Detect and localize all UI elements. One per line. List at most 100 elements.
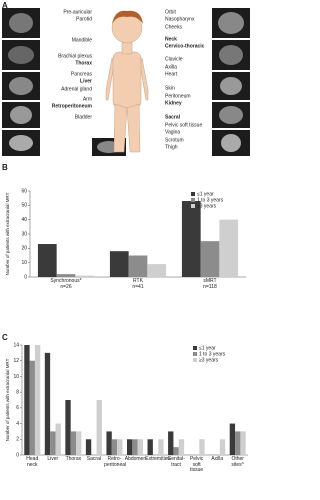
x-tick-label: Pelvic soft tissue xyxy=(189,456,204,473)
x-tick-label: Abdomen xyxy=(124,456,147,462)
bar xyxy=(147,439,153,455)
bar xyxy=(50,431,56,455)
x-tick-label: Liver xyxy=(47,456,59,462)
organ-label: Vagina xyxy=(165,129,180,135)
organ-label: Retroperitoneum xyxy=(52,103,93,109)
mri-images xyxy=(2,8,250,156)
y-tick-label: 40 xyxy=(21,217,27,223)
y-tick-label: 8 xyxy=(16,389,19,395)
legend-label: ≥3 years xyxy=(197,203,217,209)
legend-label: 1 to 3 years xyxy=(197,197,224,203)
bar xyxy=(55,423,61,455)
organ-label: Axilla xyxy=(165,64,177,70)
bar xyxy=(200,241,220,277)
panel-label: A xyxy=(2,1,8,10)
x-tick-label: Other sites^ xyxy=(231,456,245,468)
organ-label: Parotid xyxy=(76,16,92,22)
organ-label: Clavicle xyxy=(165,56,183,62)
bar xyxy=(37,244,57,277)
bar xyxy=(106,431,112,455)
bar xyxy=(109,251,129,277)
y-tick-label: 10 xyxy=(13,374,19,380)
organ-label: Orbit xyxy=(165,9,176,15)
x-tick-label: n=118 xyxy=(203,284,217,290)
organ-label: Thigh xyxy=(165,144,178,150)
x-tick-label: sMRT xyxy=(203,278,217,284)
bar xyxy=(85,439,92,455)
organ-label: Bladder xyxy=(75,114,93,120)
legend-swatch xyxy=(191,198,195,202)
organ-label: Scrotum xyxy=(165,137,184,143)
organ-label: Arm xyxy=(83,96,92,102)
organ-label: Cheeks xyxy=(165,24,182,30)
organ-label: Sacral xyxy=(165,114,181,120)
bar xyxy=(117,439,123,455)
x-tick-label: Retro-peritoneal xyxy=(104,456,127,468)
y-tick-label: 6 xyxy=(16,405,19,411)
organ-label: Liver xyxy=(80,78,92,84)
organ-label: Adrenal gland xyxy=(61,86,92,92)
bar xyxy=(132,439,138,455)
bar xyxy=(229,423,236,455)
bar xyxy=(181,201,201,277)
bar xyxy=(75,275,95,277)
legend-swatch xyxy=(193,358,197,362)
y-tick-label: 4 xyxy=(16,421,19,427)
y-tick-label: 2 xyxy=(16,437,19,443)
x-tick-label: Extremities xyxy=(145,456,170,462)
bar xyxy=(56,274,76,277)
organ-label: Kidney xyxy=(165,100,182,106)
y-tick-label: 0 xyxy=(16,452,19,458)
legend-swatch xyxy=(191,192,195,196)
legend-label: ≤1 year xyxy=(199,345,216,351)
organ-label: Mandible xyxy=(72,37,93,43)
panel-label: C xyxy=(2,333,8,342)
bar xyxy=(65,400,71,455)
organ-label: Peritoneum xyxy=(165,93,191,99)
x-tick-label: Axilla xyxy=(211,456,224,462)
y-tick-label: 10 xyxy=(21,260,27,266)
x-tick-label: n=26 xyxy=(60,284,72,290)
bar xyxy=(137,439,144,455)
bar xyxy=(173,447,179,455)
organ-label: Pelvic soft tissue xyxy=(165,122,202,128)
legend-swatch xyxy=(193,346,197,350)
organ-label: Cervico-thoracic xyxy=(165,43,205,49)
organ-label: Brachial plexus xyxy=(58,53,92,59)
x-tick-label: Sacral xyxy=(86,456,101,462)
organ-label: Pancreas xyxy=(71,71,93,77)
y-tick-label: 20 xyxy=(21,246,27,252)
bar xyxy=(168,431,174,455)
legend-swatch xyxy=(191,204,195,208)
x-tick-label: Synchronous* xyxy=(50,278,82,284)
figure: Pre-auricular Parotid Mandible Brachial ple… xyxy=(2,1,250,473)
bar xyxy=(24,345,30,455)
bar xyxy=(34,345,41,455)
bar xyxy=(219,219,239,277)
child-figure xyxy=(105,10,149,153)
bar xyxy=(158,439,164,455)
y-tick-label: 0 xyxy=(24,274,27,280)
bar xyxy=(111,439,118,455)
bar xyxy=(29,360,35,455)
bar xyxy=(240,431,246,455)
y-axis-title: Number of patients with extracranial MRT xyxy=(5,192,10,275)
x-tick-label: RTK xyxy=(133,278,143,284)
organ-label: Pre-auricular xyxy=(63,9,92,15)
legend-label: 1 to 3 years xyxy=(199,351,226,357)
x-tick-label: n=41 xyxy=(132,284,144,290)
bar xyxy=(70,431,77,455)
legend-label: ≤1 year xyxy=(197,191,214,197)
bar xyxy=(126,439,133,455)
bar xyxy=(147,264,167,277)
legend-label: ≥3 years xyxy=(199,357,219,363)
organ-label: Nasopharynx xyxy=(165,16,195,22)
y-tick-label: 60 xyxy=(21,188,27,194)
organ-label: Neck xyxy=(165,36,177,42)
bar xyxy=(76,431,82,455)
y-tick-label: 50 xyxy=(21,203,27,209)
bar xyxy=(199,439,205,455)
bar xyxy=(235,431,241,455)
bar xyxy=(178,439,185,455)
